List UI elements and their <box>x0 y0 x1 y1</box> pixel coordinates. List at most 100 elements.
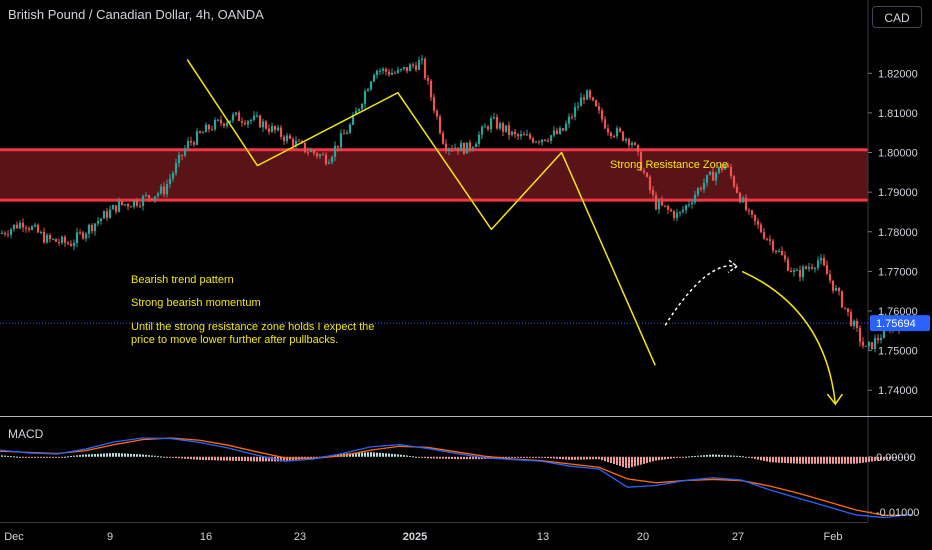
macd-histogram-bar <box>823 456 825 464</box>
candle-body <box>825 265 829 275</box>
candle-body <box>288 135 292 139</box>
candle <box>549 134 553 144</box>
candle <box>840 290 844 309</box>
candle-body <box>720 166 724 170</box>
candle-body <box>186 141 190 149</box>
candle <box>705 174 709 187</box>
macd-histogram-bar <box>217 456 219 461</box>
candle-body <box>144 195 148 197</box>
candle <box>765 237 769 241</box>
macd-histogram-bar <box>433 456 435 459</box>
candle-body <box>369 81 373 90</box>
candle-body <box>276 127 280 131</box>
candle-body <box>702 182 706 190</box>
macd-histogram-bar <box>787 456 789 464</box>
macd-histogram-bar <box>832 456 834 464</box>
candle-body <box>642 170 646 173</box>
candle <box>111 204 115 210</box>
macd-histogram-bar <box>805 456 807 464</box>
candle <box>354 107 358 115</box>
macd-histogram-bar <box>883 456 885 460</box>
candle-body <box>231 114 235 121</box>
macd-histogram-bar <box>88 454 90 457</box>
candle <box>849 308 853 327</box>
candle <box>699 185 703 192</box>
candle <box>309 147 313 153</box>
macd-histogram-bar <box>769 456 771 463</box>
macd-histogram-bar <box>838 456 840 464</box>
candle <box>393 70 397 74</box>
macd-histogram-bar <box>532 456 534 458</box>
candle <box>726 162 730 169</box>
candle-body <box>318 154 322 157</box>
macd-histogram-bar <box>247 456 249 462</box>
macd-histogram-bar <box>856 456 858 464</box>
candle-body <box>576 106 580 108</box>
candle-body <box>78 232 82 234</box>
macd-histogram-bar <box>766 456 768 462</box>
candle <box>660 196 664 207</box>
price-tick-label: 1.76000 <box>878 306 918 318</box>
candle <box>663 205 667 208</box>
macd-histogram-bar <box>784 456 786 464</box>
candle-body <box>837 287 841 292</box>
time-tick-label: 16 <box>200 531 212 543</box>
macd-histogram-bar <box>880 456 882 461</box>
candle-body <box>567 116 571 124</box>
candle-body <box>414 65 418 70</box>
candle <box>744 194 748 212</box>
candle <box>576 102 580 111</box>
candle <box>747 207 751 216</box>
candle-body <box>822 258 826 266</box>
macd-histogram-bar <box>187 456 189 459</box>
candle <box>192 140 196 147</box>
candle <box>669 208 673 212</box>
macd-histogram-bar <box>85 454 87 457</box>
candle <box>510 130 514 137</box>
candle-body <box>168 178 172 184</box>
candle-body <box>342 133 346 135</box>
candle <box>141 194 145 211</box>
last-price-badge <box>870 315 930 332</box>
candle <box>168 173 172 189</box>
candle-body <box>264 121 268 129</box>
macd-histogram-bar <box>613 456 615 465</box>
candle-body <box>477 134 481 144</box>
candle <box>519 130 523 140</box>
candle-body <box>417 60 421 70</box>
macd-tick-label: -0.01000 <box>876 507 919 519</box>
macd-histogram-bar <box>175 456 177 458</box>
candle <box>24 225 28 233</box>
candle-body <box>393 72 397 74</box>
candle <box>189 136 193 146</box>
candle-body <box>639 151 643 171</box>
candle <box>33 222 37 228</box>
candle <box>420 54 424 65</box>
macd-histogram-bar <box>874 456 876 462</box>
macd-histogram-bar <box>307 456 309 459</box>
candle <box>708 170 712 176</box>
candle <box>132 199 136 209</box>
currency-button[interactable]: CAD <box>872 6 922 28</box>
macd-histogram-bar <box>853 456 855 464</box>
macd-histogram-bar <box>142 454 144 457</box>
candle <box>525 129 529 136</box>
macd-histogram-bar <box>211 456 213 461</box>
macd-histogram-bar <box>580 456 582 460</box>
candle <box>0 230 4 235</box>
macd-histogram-bar <box>598 456 600 460</box>
macd-histogram-bar <box>106 453 108 457</box>
macd-histogram-bar <box>538 456 540 458</box>
macd-histogram-bar <box>844 456 846 464</box>
macd-histogram-bar <box>205 456 207 461</box>
candle-body <box>495 117 499 129</box>
candle-body <box>549 135 553 141</box>
macd-histogram-bar <box>535 456 537 458</box>
macd-histogram-bar <box>757 456 759 460</box>
macd-histogram-bar <box>355 452 357 457</box>
candle <box>615 125 619 139</box>
candle <box>651 186 655 199</box>
time-tick-label: 13 <box>537 531 549 543</box>
macd-histogram-bar <box>841 456 843 464</box>
